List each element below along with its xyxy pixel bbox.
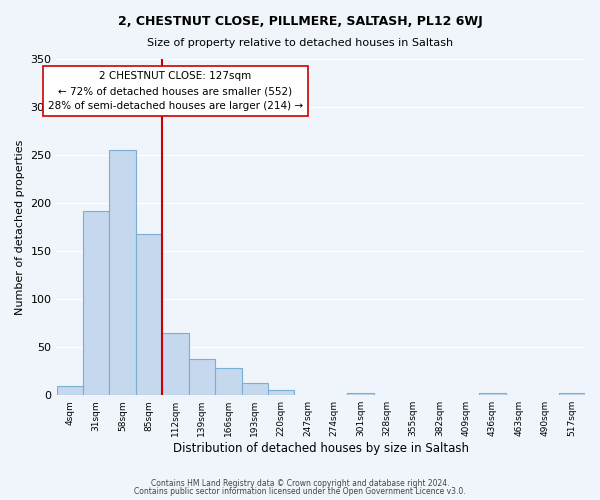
Text: 2 CHESTNUT CLOSE: 127sqm
← 72% of detached houses are smaller (552)
28% of semi-: 2 CHESTNUT CLOSE: 127sqm ← 72% of detach… bbox=[48, 72, 303, 111]
Text: Size of property relative to detached houses in Saltash: Size of property relative to detached ho… bbox=[147, 38, 453, 48]
Bar bbox=[188, 358, 215, 395]
Bar bbox=[268, 390, 295, 395]
Bar bbox=[347, 394, 374, 395]
Bar bbox=[559, 394, 585, 395]
Bar bbox=[83, 211, 109, 395]
Text: Contains HM Land Registry data © Crown copyright and database right 2024.: Contains HM Land Registry data © Crown c… bbox=[151, 478, 449, 488]
Bar bbox=[162, 333, 188, 395]
Bar bbox=[56, 386, 83, 395]
Bar bbox=[136, 234, 162, 395]
Y-axis label: Number of detached properties: Number of detached properties bbox=[15, 140, 25, 315]
Bar bbox=[242, 382, 268, 395]
Bar bbox=[479, 394, 506, 395]
Text: Contains public sector information licensed under the Open Government Licence v3: Contains public sector information licen… bbox=[134, 487, 466, 496]
Text: 2, CHESTNUT CLOSE, PILLMERE, SALTASH, PL12 6WJ: 2, CHESTNUT CLOSE, PILLMERE, SALTASH, PL… bbox=[118, 15, 482, 28]
Bar bbox=[109, 150, 136, 395]
Bar bbox=[215, 368, 242, 395]
X-axis label: Distribution of detached houses by size in Saltash: Distribution of detached houses by size … bbox=[173, 442, 469, 455]
